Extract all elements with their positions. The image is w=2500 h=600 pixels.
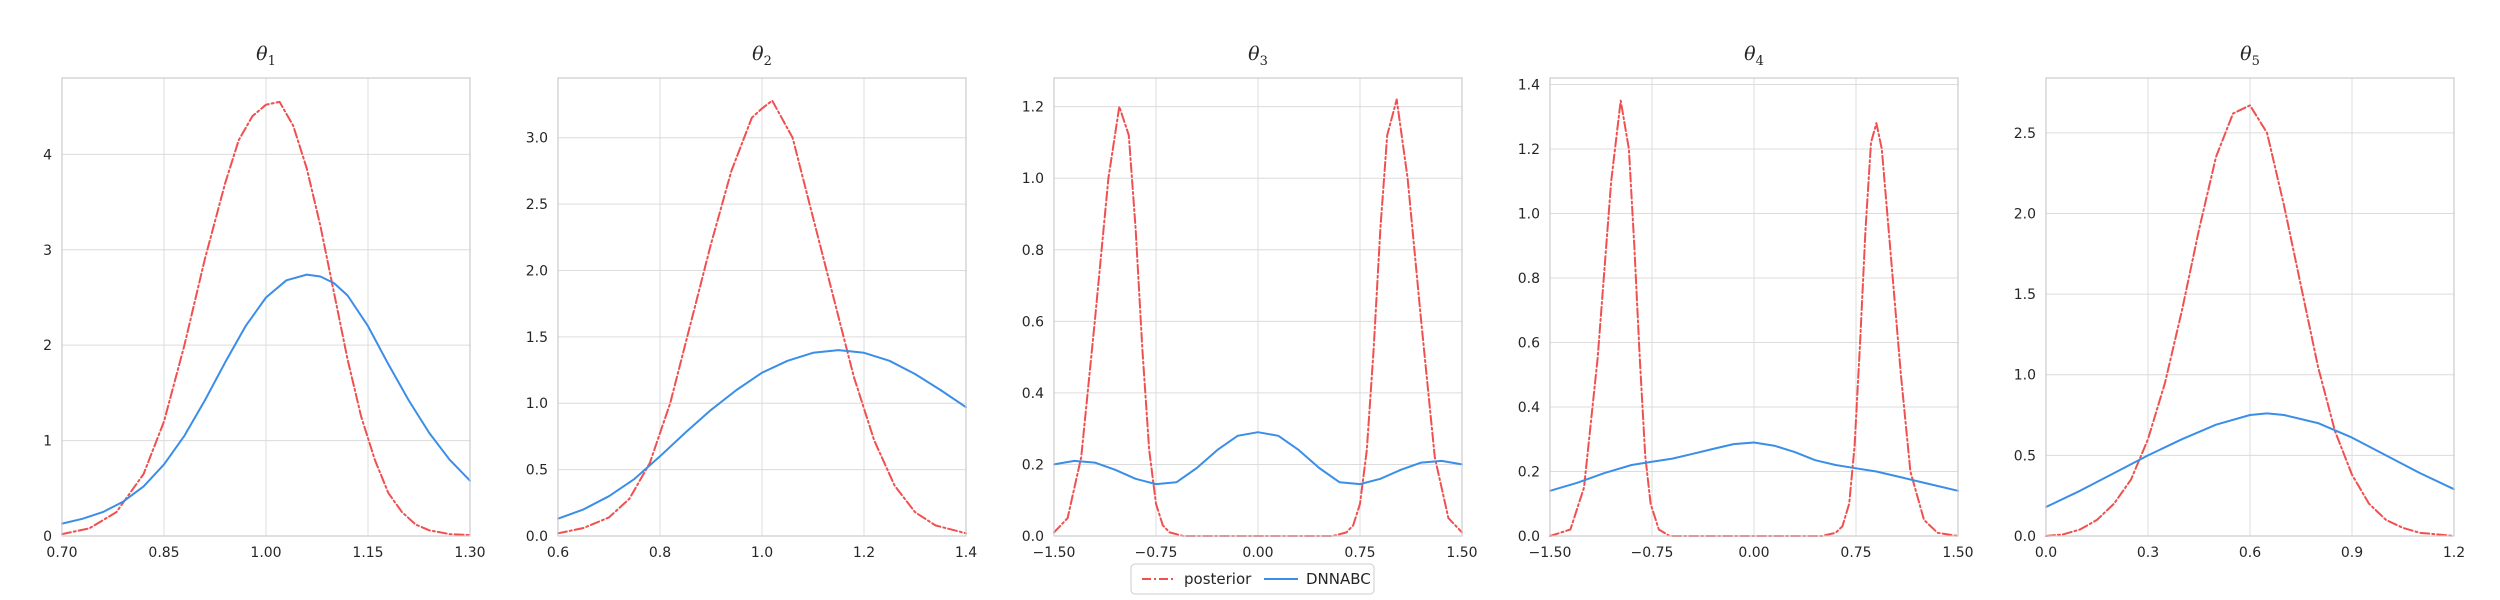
y-tick-label: 1.0 [1022, 171, 1044, 187]
posterior-line [557, 99, 967, 535]
panel-theta-4: −1.50 −0.75 0.00 0.75 1.50 0.0 0.2 0.4 0.6 0.8 1.0… [1518, 43, 1974, 561]
y-tick-label: 1.0 [1518, 206, 1540, 222]
panel-theta-5: 0.0 0.3 0.6 0.9 1.2 0.0 0.5 1.0 1.5 2.0 2.5 θ5 [2014, 43, 2465, 561]
x-tick-label: 1.00 [250, 545, 281, 561]
y-tick-label: 0.4 [1022, 386, 1044, 402]
dnnabc-line [557, 349, 967, 520]
panel-title-subscript: 1 [268, 54, 276, 69]
y-tick-label: 1.0 [2014, 368, 2036, 384]
posterior-line [61, 100, 471, 536]
panel-title-subscript: 5 [2252, 54, 2260, 69]
panel-title-base: θ [1744, 43, 1756, 65]
x-tick-label: 0.9 [2341, 545, 2363, 561]
y-tick-label: 1.0 [526, 396, 548, 412]
y-tick-label: 1.4 [1518, 77, 1540, 93]
panel-title: θ5 [2240, 43, 2260, 69]
x-tick-label: 1.2 [2443, 545, 2465, 561]
panel-title-subscript: 4 [1756, 54, 1764, 69]
y-tick-label: 2.0 [526, 263, 548, 279]
y-tick-label: 1.5 [2014, 287, 2036, 303]
panel-theta-3: −1.50 −0.75 0.00 0.75 1.50 0.0 0.2 0.4 0.6 0.8 1.0… [1022, 43, 1478, 561]
axes-frame [61, 77, 471, 537]
dnnabc-line [1549, 441, 1959, 492]
panel-title-base: θ [1248, 43, 1260, 65]
axes-frame [2045, 77, 2455, 537]
y-tick-label: 1.2 [1518, 142, 1540, 158]
x-tick-label: 0.6 [547, 545, 569, 561]
x-tick-label: 1.4 [955, 545, 977, 561]
dnnabc-line [61, 273, 471, 525]
panel-title-subscript: 2 [764, 54, 772, 69]
y-tick-label: 3 [43, 243, 52, 259]
axes-frame [557, 77, 967, 537]
y-tick-label: 0.0 [2014, 529, 2036, 545]
x-tick-label: 1.0 [751, 545, 773, 561]
legend-frame [1130, 563, 1375, 595]
x-tick-label: 0.0 [2035, 545, 2057, 561]
posterior-line [2045, 104, 2455, 537]
y-tick-label: 1 [43, 434, 52, 450]
panel-title: θ1 [256, 43, 276, 69]
x-tick-label: 0.8 [649, 545, 671, 561]
x-tick-label: −0.75 [1631, 545, 1674, 561]
x-tick-label: −1.50 [1529, 545, 1572, 561]
panel-title: θ3 [1248, 43, 1268, 69]
panel-title: θ4 [1744, 43, 1764, 69]
x-tick-label: 1.30 [454, 545, 485, 561]
x-tick-label: 0.6 [2239, 545, 2261, 561]
y-tick-label: 0.6 [1518, 335, 1540, 351]
y-tick-label: 0.5 [526, 463, 548, 479]
y-tick-label: 0.6 [1022, 314, 1044, 330]
panel-title: θ2 [752, 43, 772, 69]
y-tick-label: 0.5 [2014, 448, 2036, 464]
x-tick-label: 1.50 [1446, 545, 1477, 561]
x-tick-label: 0.70 [46, 545, 77, 561]
dnnabc-line [2045, 412, 2455, 508]
legend-dnnabc-label: DNNABC [1306, 570, 1371, 588]
y-tick-label: 2.5 [526, 197, 548, 213]
y-tick-label: 4 [43, 147, 52, 163]
y-tick-label: 0.0 [1022, 529, 1044, 545]
x-tick-label: 0.00 [1242, 545, 1273, 561]
x-tick-label: 1.15 [352, 545, 383, 561]
x-tick-label: 0.75 [1344, 545, 1375, 561]
y-tick-label: 3.0 [526, 131, 548, 147]
panel-theta-2: 0.6 0.8 1.0 1.2 1.4 0.0 0.5 1.0 1.5 2.0 2.5 3.0 θ2 [526, 43, 977, 561]
axes-frame [1549, 77, 1959, 537]
panel-title-base: θ [256, 43, 268, 65]
axes-frame [1053, 77, 1463, 537]
y-tick-label: 0.4 [1518, 400, 1540, 416]
y-tick-label: 2.5 [2014, 126, 2036, 142]
y-tick-label: 2.0 [2014, 206, 2036, 222]
y-tick-label: 1.5 [526, 330, 548, 346]
y-tick-label: 0 [43, 529, 52, 545]
y-tick-label: 0.0 [1518, 529, 1540, 545]
y-tick-label: 0.2 [1518, 464, 1540, 480]
y-tick-label: 2 [43, 338, 52, 354]
panel-title-subscript: 3 [1260, 54, 1268, 69]
y-tick-label: 0.8 [1518, 271, 1540, 287]
x-tick-label: 0.3 [2137, 545, 2159, 561]
x-tick-label: 0.75 [1840, 545, 1871, 561]
x-tick-label: 1.50 [1942, 545, 1973, 561]
legend: posterior DNNABC [1130, 563, 1375, 595]
panel-title-base: θ [752, 43, 764, 65]
y-tick-label: 0.0 [526, 529, 548, 545]
dnnabc-line [1053, 431, 1463, 486]
y-tick-label: 0.8 [1022, 243, 1044, 259]
x-tick-label: −0.75 [1135, 545, 1178, 561]
y-tick-label: 1.2 [1022, 100, 1044, 116]
panel-title-base: θ [2240, 43, 2252, 65]
legend-posterior-label: posterior [1184, 570, 1252, 588]
x-tick-label: 0.00 [1738, 545, 1769, 561]
x-tick-label: 0.85 [148, 545, 179, 561]
x-tick-label: −1.50 [1033, 545, 1076, 561]
x-tick-label: 1.2 [853, 545, 875, 561]
y-tick-label: 0.2 [1022, 457, 1044, 473]
